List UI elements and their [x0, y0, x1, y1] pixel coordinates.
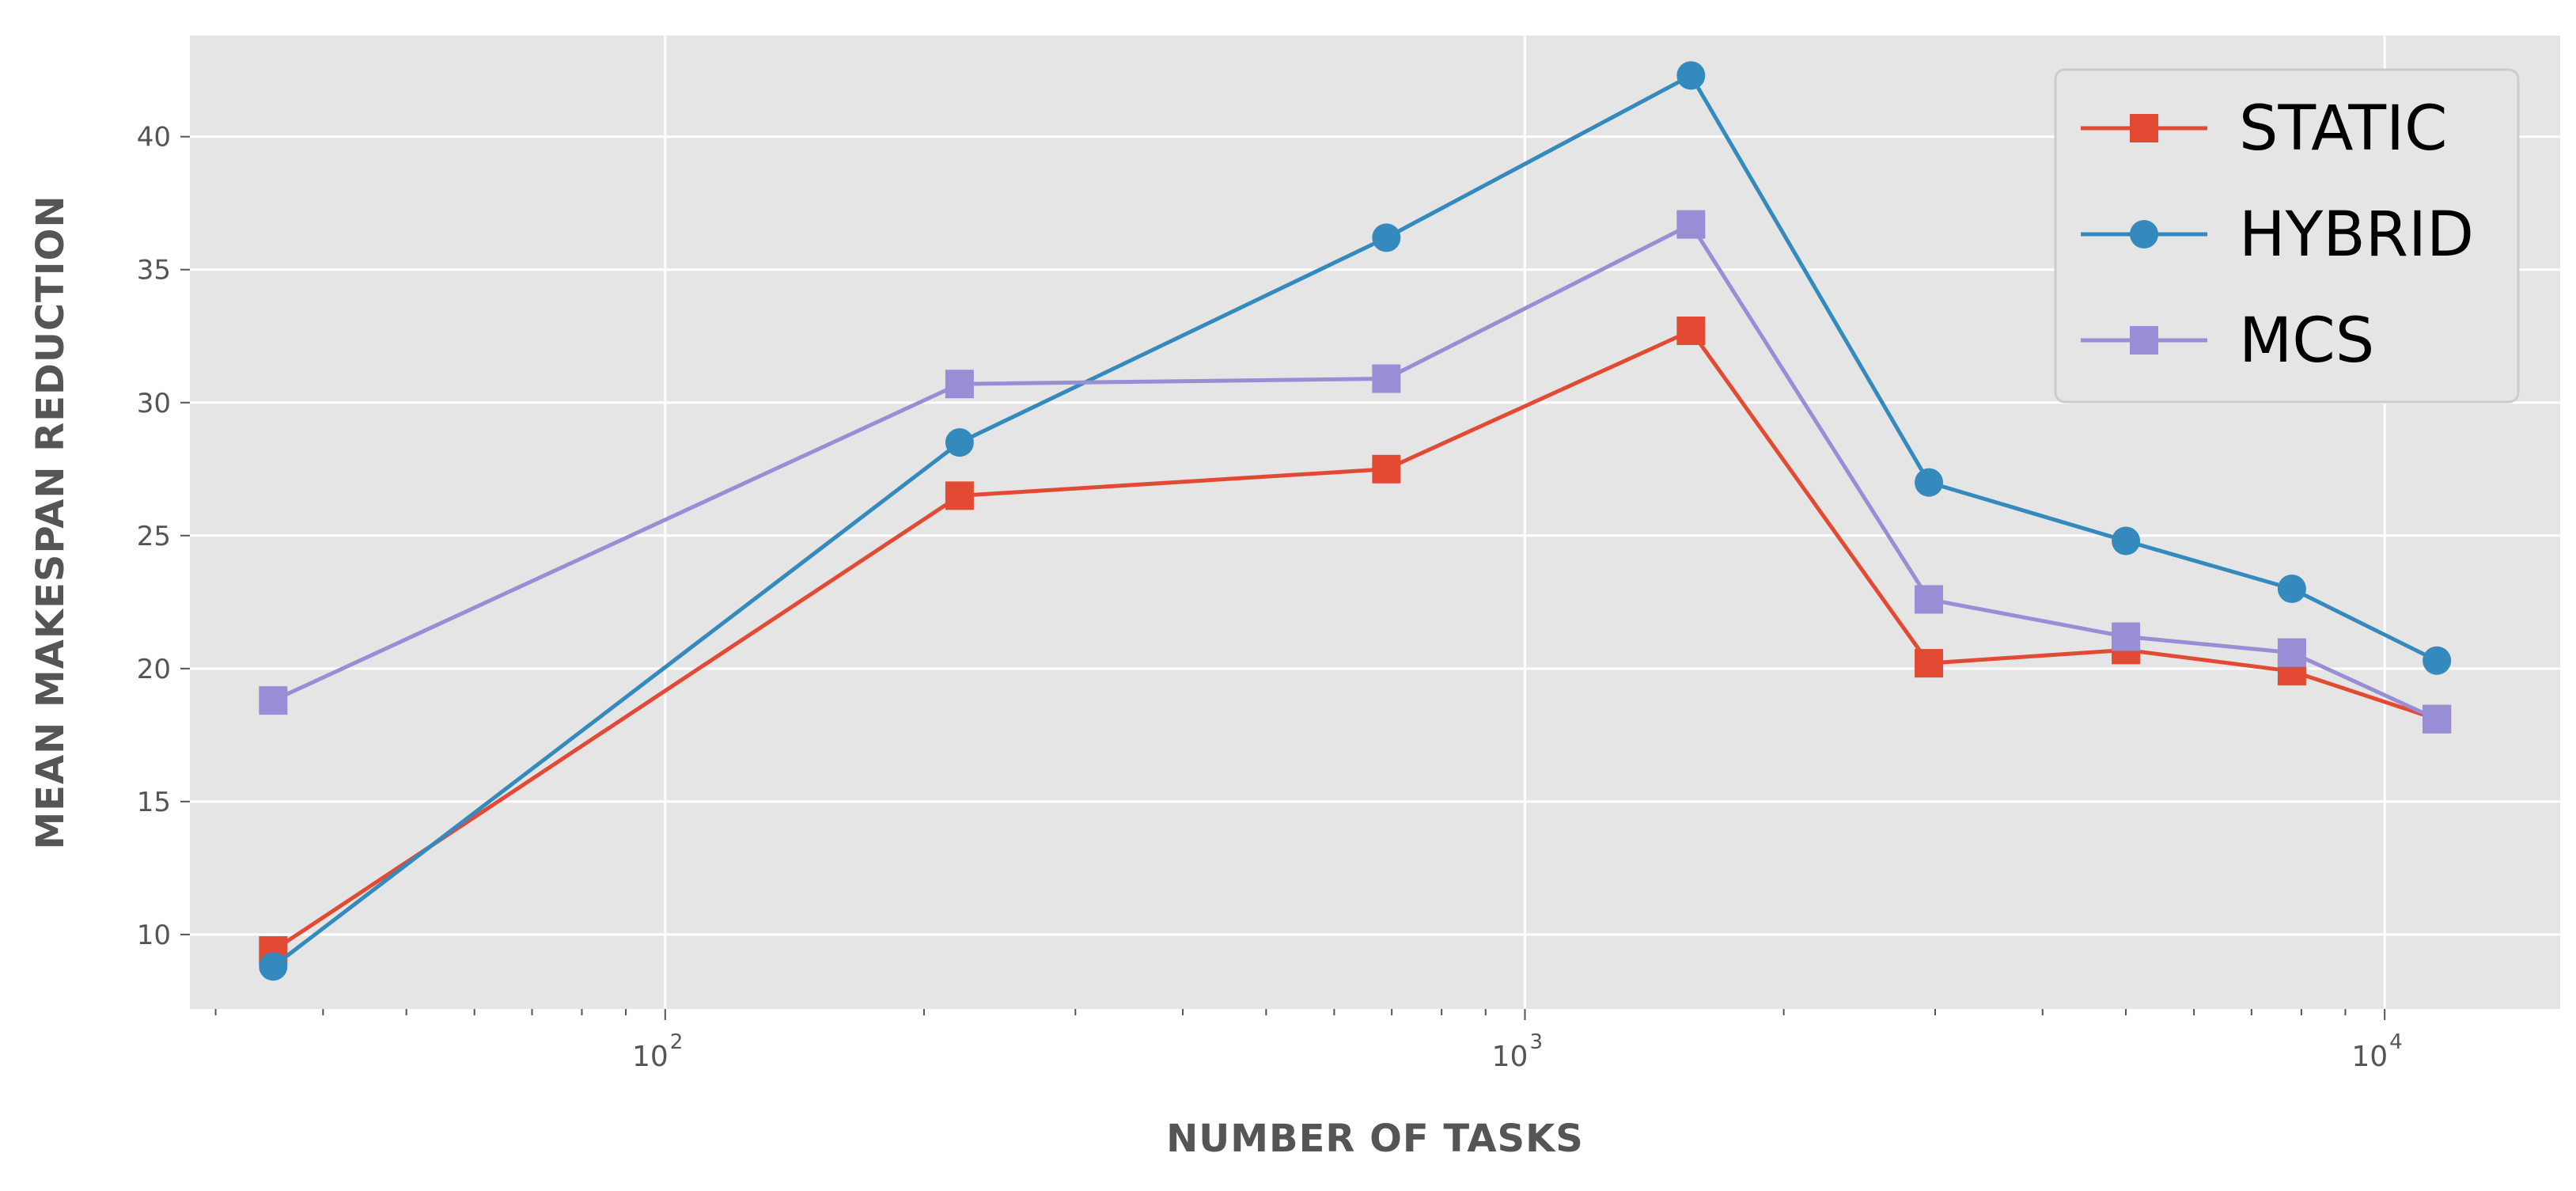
data-point-mcs: [259, 686, 288, 715]
x-tick-exponent: 2: [670, 1030, 684, 1054]
x-axis-label: NUMBER OF TASKS: [1166, 1117, 1584, 1161]
x-tick-label: 10: [1492, 1041, 1529, 1073]
data-point-mcs: [1676, 210, 1706, 239]
data-point-hybrid: [2277, 575, 2306, 604]
legend-label-hybrid: HYBRID: [2239, 199, 2474, 271]
legend-marker-hybrid: [2130, 220, 2158, 248]
legend: STATIC HYBRID MCS: [2054, 68, 2520, 404]
data-point-hybrid: [1676, 61, 1706, 90]
data-point-mcs: [1915, 585, 1944, 614]
series-line-mcs: [272, 222, 2438, 721]
legend-label-mcs: MCS: [2239, 305, 2374, 377]
x-tick-exponent: 3: [1529, 1030, 1543, 1054]
x-tick-label: 10: [2351, 1041, 2388, 1073]
data-point-hybrid: [1915, 468, 1944, 497]
y-axis-label: MEAN MAKESPAN REDUCTION: [28, 195, 73, 849]
data-point-static: [945, 481, 974, 510]
legend-marker-static: [2130, 114, 2158, 142]
x-tick-label: 10: [632, 1041, 669, 1073]
y-tick-label: 10: [137, 920, 171, 951]
data-point-hybrid: [2423, 646, 2452, 675]
y-tick-label: 40: [137, 122, 171, 154]
data-point-mcs: [2423, 704, 2452, 734]
series-line-hybrid: [271, 73, 2438, 969]
y-tick-label: 25: [137, 521, 171, 552]
y-tick-label: 30: [137, 388, 171, 419]
data-point-mcs: [2277, 638, 2306, 667]
y-tick-label: 15: [137, 787, 171, 818]
data-point-hybrid: [259, 952, 288, 981]
y-tick-label: 20: [137, 654, 171, 685]
data-point-hybrid: [1372, 223, 1401, 252]
data-point-mcs: [2112, 622, 2141, 651]
legend-box: [2054, 68, 2520, 404]
data-point-static: [1372, 454, 1401, 484]
data-point-hybrid: [945, 428, 974, 457]
legend-label-static: STATIC: [2239, 93, 2448, 165]
data-point-static: [1676, 317, 1706, 346]
series-layer: [259, 61, 2452, 981]
legend-marker-mcs: [2130, 326, 2158, 355]
data-point-mcs: [1372, 364, 1401, 393]
series-line-static: [271, 328, 2438, 953]
y-tick-label: 35: [137, 255, 171, 286]
x-tick-exponent: 4: [2389, 1030, 2403, 1054]
data-point-hybrid: [2112, 526, 2141, 556]
data-point-static: [1915, 649, 1944, 678]
data-point-mcs: [945, 370, 974, 399]
